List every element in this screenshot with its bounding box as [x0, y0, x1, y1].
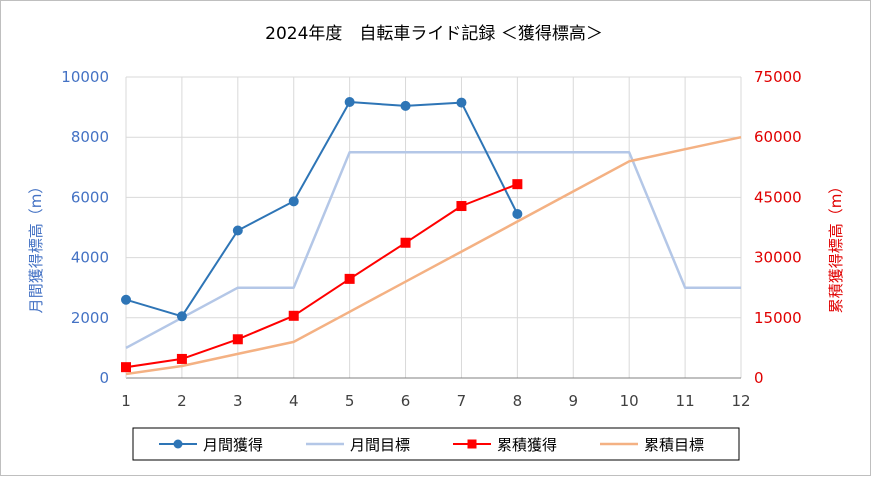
right-tick-label: 30000 — [754, 249, 802, 267]
series-line — [125, 151, 741, 350]
x-tick-label: 1 — [121, 392, 131, 410]
data-point — [288, 310, 299, 321]
chart-title: 2024年度 自転車ライド記録 ＜獲得標高＞ — [265, 24, 603, 44]
left-axis-label: 月間獲得標高（m） — [27, 179, 45, 314]
x-tick-label: 3 — [233, 392, 243, 410]
x-tick-label: 10 — [620, 392, 639, 410]
right-tick-label: 60000 — [754, 128, 802, 146]
series-layer — [121, 96, 742, 376]
data-point — [456, 97, 467, 108]
data-point — [456, 201, 467, 212]
x-tick-label: 12 — [731, 392, 750, 410]
right-tick-label: 45000 — [754, 188, 802, 206]
legend-label: 月間目標 — [350, 436, 410, 454]
data-point — [121, 294, 131, 305]
x-tick-label: 8 — [513, 392, 523, 410]
x-tick-label: 2 — [177, 392, 187, 410]
right-tick-label: 15000 — [754, 309, 802, 327]
grid-lines — [126, 76, 742, 379]
data-point — [512, 208, 523, 219]
left-axis-ticks: 0 2000 4000 6000 8000 10000 — [61, 68, 109, 387]
right-tick-label: 0 — [754, 369, 764, 387]
left-tick-label: 4000 — [71, 249, 109, 267]
series-line — [125, 101, 519, 318]
data-point — [176, 311, 187, 322]
left-tick-label: 10000 — [61, 68, 109, 86]
axes — [125, 77, 741, 379]
data-point — [121, 362, 131, 373]
legend-marker — [173, 439, 183, 449]
data-point — [288, 196, 299, 207]
left-tick-label: 0 — [99, 369, 109, 387]
data-point — [344, 96, 355, 107]
right-axis-label: 累積獲得標高（m） — [827, 179, 845, 314]
data-point — [400, 237, 411, 248]
left-tick-label: 6000 — [71, 188, 109, 206]
x-tick-label: 9 — [568, 392, 578, 410]
series-line — [125, 135, 742, 376]
legend: 月間獲得 月間目標 累積獲得 累積目標 — [132, 427, 740, 461]
data-point — [232, 225, 243, 236]
data-point — [176, 353, 187, 364]
x-tick-label: 7 — [457, 392, 467, 410]
left-tick-label: 2000 — [71, 309, 109, 327]
legend-label: 月間獲得 — [203, 436, 263, 454]
data-point — [400, 100, 411, 111]
data-point — [232, 334, 243, 345]
x-tick-label: 11 — [676, 392, 695, 410]
data-point — [512, 179, 523, 190]
right-axis-ticks: 0 15000 30000 45000 60000 75000 — [754, 68, 802, 387]
left-tick-label: 8000 — [71, 128, 109, 146]
legend-label: 累積獲得 — [497, 436, 557, 454]
x-tick-label: 6 — [401, 392, 411, 410]
data-point — [344, 273, 355, 284]
x-axis-ticks: 1 2 3 4 5 6 7 8 9 10 11 12 — [121, 392, 750, 410]
series-line — [125, 183, 518, 369]
legend-marker — [467, 439, 477, 449]
right-tick-label: 75000 — [754, 68, 802, 86]
x-tick-label: 5 — [345, 392, 355, 410]
x-tick-label: 4 — [289, 392, 299, 410]
legend-label: 累積目標 — [644, 436, 704, 454]
